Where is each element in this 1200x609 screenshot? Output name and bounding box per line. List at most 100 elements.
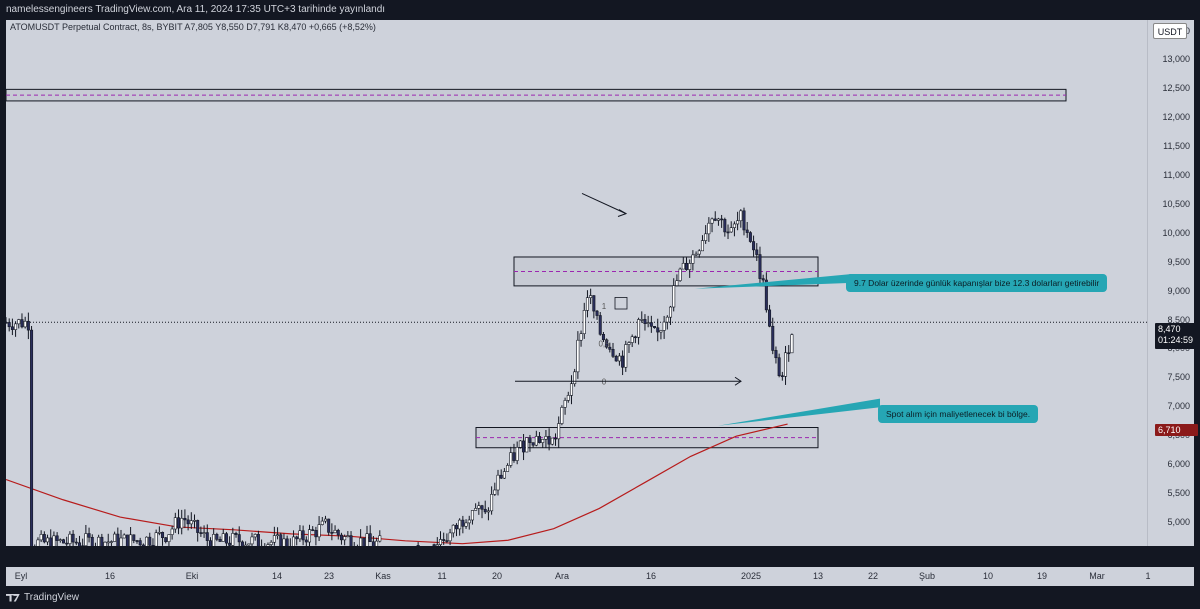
- candle-body: [554, 437, 558, 440]
- candle-body: [502, 471, 506, 479]
- currency-button[interactable]: USDT: [1153, 23, 1187, 39]
- price-axis-label: 6,000: [1167, 459, 1190, 470]
- candle-body: [700, 240, 704, 252]
- candle-body: [755, 249, 759, 255]
- price-axis-label: 5,000: [1167, 516, 1190, 527]
- candle-body: [585, 297, 589, 311]
- support-callout-pointer: [718, 398, 880, 426]
- candle-body: [52, 535, 56, 546]
- candle-body: [777, 357, 781, 376]
- candle-body: [154, 532, 158, 546]
- footer: TradingView: [6, 592, 79, 603]
- candle-body: [716, 218, 720, 221]
- candle-body: [215, 534, 219, 540]
- candle-body: [451, 524, 455, 534]
- candle-body: [58, 539, 62, 541]
- current-price-value: 8,470: [1158, 324, 1181, 334]
- candle-body: [704, 233, 708, 241]
- candle-body: [330, 532, 334, 534]
- candle-body: [637, 319, 641, 338]
- candle-body: [157, 531, 161, 534]
- candle-body: [62, 539, 66, 544]
- candle-body: [339, 534, 343, 541]
- time-axis-label: 20: [491, 571, 503, 581]
- candle-body: [729, 227, 733, 233]
- candle-body: [327, 518, 331, 533]
- candle-body: [515, 447, 519, 461]
- candle-body: [199, 532, 203, 534]
- candle-body: [605, 339, 609, 348]
- candle-body: [454, 524, 458, 530]
- candle-body: [518, 440, 522, 448]
- candle-body: [84, 533, 88, 546]
- candle-body: [164, 537, 168, 542]
- candle-body: [106, 541, 110, 544]
- resistance-callout: 9.7 Dolar üzerinde günlük kapanışlar biz…: [846, 274, 1108, 292]
- candle-body: [790, 334, 794, 354]
- candle-body: [438, 539, 442, 545]
- moving-average-line: [6, 423, 788, 545]
- price-chart[interactable]: 10,50: [6, 20, 1147, 546]
- candle-body: [538, 436, 542, 443]
- bar-countdown: 01:24:59: [1158, 335, 1194, 345]
- price-axis[interactable]: 13,50013,00012,50012,00011,50011,00010,5…: [1147, 20, 1194, 546]
- candle-body: [221, 533, 225, 542]
- time-axis[interactable]: Eyl 16 Eki 14 23 Kas 11 20 Ara 16 2025 13 22 Şub 10 19 M…: [6, 567, 1194, 586]
- candle-body: [723, 219, 727, 233]
- candle-body: [630, 336, 634, 343]
- candle-body: [119, 537, 123, 546]
- candle-body: [787, 352, 791, 355]
- price-axis-label: 10,000: [1162, 227, 1190, 238]
- symbol-info-line[interactable]: ATOMUSDT Perpetual Contract, 8s, BYBIT A…: [10, 22, 376, 32]
- footer-brand[interactable]: TradingView: [24, 592, 80, 603]
- candle-body: [566, 395, 570, 401]
- candle-body: [269, 541, 273, 545]
- time-axis-label: 13: [812, 571, 824, 581]
- candle-body: [228, 542, 232, 546]
- candle-body: [375, 540, 379, 546]
- candle-body: [205, 532, 209, 541]
- candle-body: [349, 535, 353, 546]
- time-axis-label: Eyl: [14, 571, 28, 581]
- candle-body: [771, 325, 775, 351]
- price-axis-label: 11,000: [1163, 170, 1190, 181]
- time-axis-label: 1: [1145, 571, 1151, 581]
- candle-body: [333, 529, 337, 534]
- time-axis-label: 22: [867, 571, 879, 581]
- price-axis-label: 12,000: [1162, 112, 1190, 123]
- candle-body: [592, 295, 596, 312]
- candle-body: [282, 538, 286, 546]
- candle-body: [323, 518, 327, 522]
- price-axis-label: 7,000: [1167, 401, 1190, 412]
- candle-body: [560, 407, 564, 424]
- candle-body: [458, 519, 462, 530]
- candle-body: [445, 540, 449, 542]
- time-axis-label: Ara: [554, 571, 570, 581]
- candle-body: [467, 519, 471, 524]
- candle-body: [684, 262, 688, 270]
- candle-body: [218, 539, 222, 542]
- candle-body: [579, 333, 583, 341]
- candle-body: [780, 375, 784, 377]
- candle-body: [528, 437, 532, 443]
- current-price-tag: 8,470 01:24:59: [1155, 323, 1198, 349]
- candle-body: [691, 254, 695, 264]
- candle-body: [109, 541, 113, 543]
- time-axis-label: 16: [104, 571, 116, 581]
- candle-body: [461, 519, 465, 527]
- candle-body: [547, 436, 551, 445]
- candle-body: [764, 279, 768, 311]
- time-axis-label: 10: [982, 571, 994, 581]
- support-callout: Spot alım için maliyetlenecek bi bölge.: [878, 405, 1039, 423]
- candle-body: [589, 295, 593, 298]
- candle-body: [371, 541, 375, 546]
- candle-body: [531, 442, 535, 446]
- candle-body: [17, 319, 21, 325]
- candle-body: [569, 383, 573, 396]
- fib-level-label: 1: [602, 302, 607, 311]
- candle-body: [183, 517, 187, 521]
- tradingview-logo-icon[interactable]: [6, 593, 20, 602]
- candle-body: [627, 342, 631, 345]
- candle-body: [736, 220, 740, 225]
- candle-body: [250, 536, 254, 545]
